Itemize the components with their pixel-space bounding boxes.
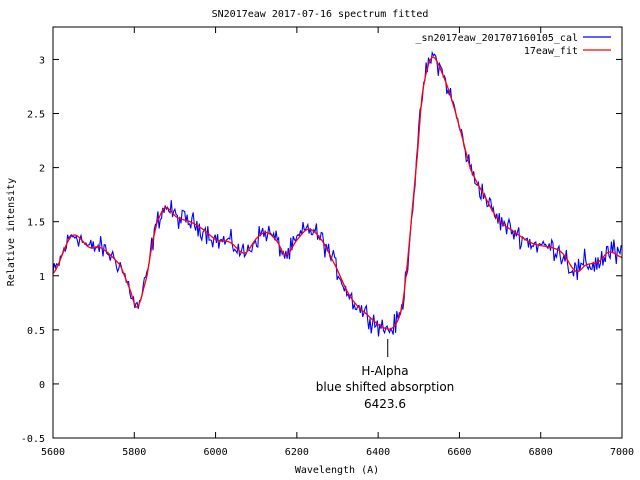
chart-title: SN2017eaw 2017-07-16 spectrum fitted: [212, 9, 429, 20]
y-tick-label: 1.5: [27, 218, 45, 229]
x-tick-label: 6800: [529, 447, 553, 458]
y-tick-label: -0.5: [21, 434, 45, 445]
legend-label-cal: _sn2017eaw_201707160105_cal: [415, 33, 578, 44]
x-tick-label: 6200: [285, 447, 309, 458]
series-line-cal: [52, 50, 622, 337]
annotation: H-Alpha blue shifted absorption 6423.6: [316, 339, 455, 411]
y-tick-label: 1: [39, 272, 45, 283]
y-tick-label: 2.5: [27, 110, 45, 121]
y-tick-label: 2: [39, 164, 45, 175]
annotation-line-2: blue shifted absorption: [316, 380, 455, 394]
x-tick-label: 6400: [366, 447, 390, 458]
x-tick-label: 6000: [204, 447, 228, 458]
x-tick-label: 5600: [41, 447, 65, 458]
legend-label-fit: 17eaw_fit: [524, 46, 578, 57]
annotation-line-3: 6423.6: [364, 397, 406, 411]
y-axis-label: Relative intensity: [6, 178, 17, 286]
y-tick-label: 3: [39, 55, 45, 66]
series-line-fit: [52, 56, 623, 330]
annotation-line-1: H-Alpha: [361, 364, 408, 378]
x-tick-label: 5800: [122, 447, 146, 458]
x-tick-label: 7000: [610, 447, 634, 458]
plot-area: [52, 50, 623, 337]
x-tick-label: 6600: [447, 447, 471, 458]
axis-ticks: 5600 5800 6000 6200 6400 6600 6800 7000 -0.5 0 0.5…: [21, 27, 634, 458]
y-tick-label: 0: [39, 380, 45, 391]
x-axis-label: Wavelength (A): [295, 465, 379, 476]
y-tick-label: 0.5: [27, 326, 45, 337]
legend: _sn2017eaw_201707160105_cal 17eaw_fit: [415, 33, 611, 57]
plot-border: [52, 26, 623, 439]
